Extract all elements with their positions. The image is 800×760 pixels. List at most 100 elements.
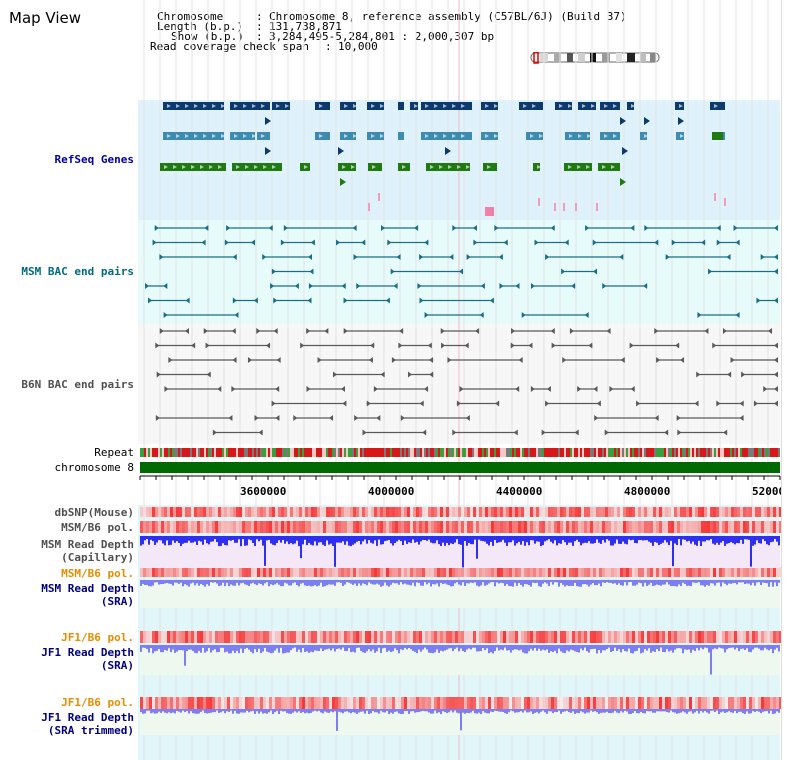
read-depth-bar	[184, 580, 186, 585]
polymorphism-cell	[572, 521, 575, 533]
repeat-element	[224, 448, 226, 457]
gene-feature-exon-mark	[466, 165, 470, 169]
read-depth-bar	[254, 536, 256, 547]
read-depth-bar	[224, 709, 226, 714]
read-depth-bar	[540, 580, 542, 587]
polymorphism-cell	[641, 521, 644, 533]
read-depth-bar	[304, 709, 306, 714]
read-depth-bar	[198, 645, 200, 651]
read-depth-bar	[710, 580, 712, 584]
polymorphism-cell	[608, 567, 611, 577]
polymorphism-cell	[218, 507, 221, 517]
b6n-bac-pair-end	[569, 328, 574, 334]
msm-bac-pair-end	[473, 239, 478, 246]
read-depth-bar	[308, 580, 310, 586]
read-depth-bar	[454, 645, 456, 649]
read-depth-bar	[260, 645, 262, 654]
read-depth-bar	[526, 645, 528, 654]
polymorphism-cell	[281, 507, 284, 517]
polymorphism-cell	[617, 507, 620, 517]
polymorphism-cell	[518, 521, 521, 533]
read-depth-bar	[210, 536, 212, 542]
msm-bac-pair-end	[390, 268, 395, 275]
read-depth-bar	[368, 536, 370, 541]
read-depth-bar	[326, 645, 328, 650]
read-depth-bar	[462, 536, 464, 568]
polymorphism-cell	[554, 697, 557, 709]
polymorphism-cell	[296, 507, 299, 517]
polymorphism-cell	[560, 697, 563, 709]
read-depth-bar	[734, 536, 736, 545]
read-depth-bar	[194, 580, 196, 586]
polymorphism-cell	[290, 507, 293, 517]
polymorphism-cell	[734, 631, 737, 643]
read-depth-bar	[726, 536, 728, 544]
read-depth-bar	[172, 645, 174, 650]
polymorphism-cell	[233, 697, 236, 709]
read-depth-bar	[560, 536, 562, 544]
polymorphism-cell	[200, 521, 203, 533]
polymorphism-cell	[509, 697, 512, 709]
polymorphism-cell	[614, 697, 617, 709]
polymorphism-cell	[488, 697, 491, 709]
read-depth-bar	[248, 580, 250, 586]
msm-bac-pair-end	[262, 254, 267, 260]
polymorphism-cell	[602, 507, 605, 517]
polymorphism-cell	[740, 567, 743, 577]
repeat-element	[504, 448, 506, 457]
polymorphism-cell	[668, 507, 671, 517]
read-depth-bar	[164, 580, 166, 584]
polymorphism-cell	[752, 631, 755, 643]
read-depth-bar	[636, 536, 638, 544]
msm-b6-pol-2-label: MSM/B6 pol.	[61, 567, 134, 580]
read-depth-bar	[158, 536, 160, 541]
polymorphism-cell	[269, 521, 272, 533]
read-depth-bar	[620, 645, 622, 653]
polymorphism-cell	[482, 567, 485, 577]
read-depth-bar	[656, 645, 658, 650]
polymorphism-cell	[659, 631, 662, 643]
read-depth-bar	[546, 709, 548, 714]
read-depth-bar	[750, 536, 752, 567]
read-depth-bar	[598, 536, 600, 543]
read-depth-bar	[688, 709, 690, 712]
b6n-bac-pair-end	[574, 429, 579, 436]
repeat-element	[160, 448, 162, 457]
read-depth-bar	[656, 580, 658, 585]
read-depth-bar	[594, 709, 596, 712]
read-depth-bar	[624, 709, 626, 711]
repeat-element	[294, 448, 296, 457]
read-depth-bar	[482, 645, 484, 649]
polymorphism-cell	[326, 521, 329, 533]
polymorphism-cell	[662, 631, 665, 643]
polymorphism-cell	[761, 697, 764, 709]
gene-feature-exon-mark	[586, 165, 590, 169]
polymorphism-cell	[548, 507, 551, 517]
polymorphism-cell	[710, 631, 713, 643]
polymorphism-cell	[629, 521, 632, 533]
read-depth-bar	[460, 580, 462, 586]
msm-bac-pair-end	[602, 283, 607, 289]
read-depth-bar	[208, 536, 210, 545]
polymorphism-cell	[182, 631, 185, 643]
polymorphism-cell	[503, 697, 506, 709]
polymorphism-cell	[755, 631, 758, 643]
read-depth-bar	[406, 580, 408, 585]
gene-feature	[575, 203, 577, 211]
polymorphism-cell	[692, 507, 695, 517]
read-depth-bar	[258, 709, 260, 714]
polymorphism-cell	[143, 521, 146, 533]
polymorphism-cell	[395, 697, 398, 709]
read-depth-bar	[576, 580, 578, 587]
read-depth-bar	[396, 580, 398, 584]
read-depth-bar	[608, 645, 610, 648]
read-depth-bar	[336, 709, 338, 731]
polymorphism-cell	[488, 521, 491, 533]
polymorphism-cell	[692, 567, 695, 577]
b6n-bac-pair-end	[332, 371, 337, 378]
polymorphism-cell	[716, 697, 719, 709]
polymorphism-cell	[740, 631, 743, 643]
read-depth-bar	[612, 709, 614, 713]
read-depth-bar	[582, 645, 584, 651]
